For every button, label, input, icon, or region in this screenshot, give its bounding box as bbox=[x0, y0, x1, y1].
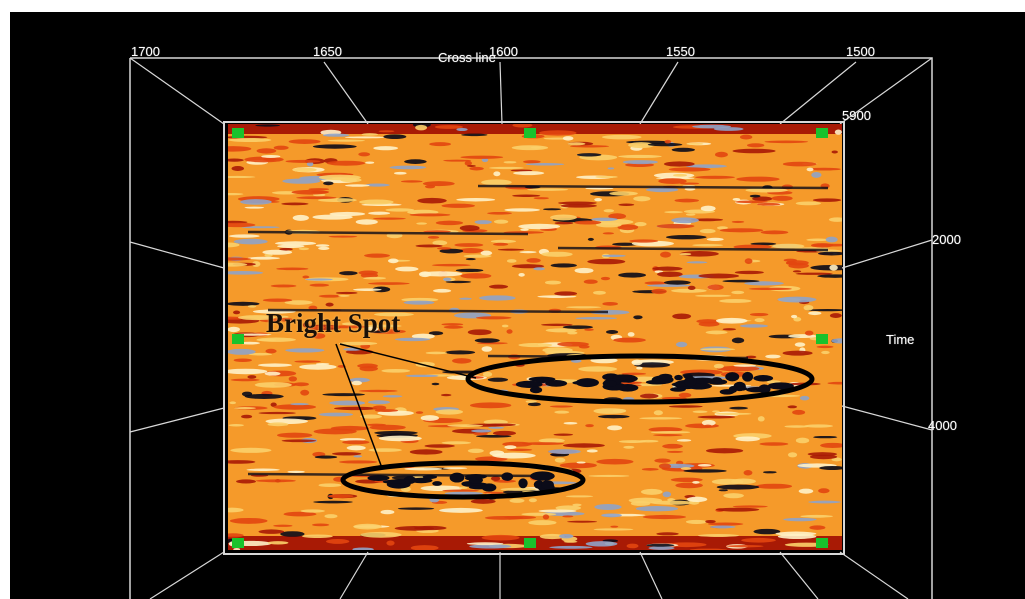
seismic-3d-viewer: Bright Spot 1700 1650 1600 Cross line 15… bbox=[10, 12, 1025, 599]
pointer-line-lower bbox=[335, 343, 383, 469]
resize-handle-bottom-left[interactable] bbox=[232, 538, 244, 548]
resize-handle-top-right[interactable] bbox=[816, 128, 828, 138]
crossline-tick-label: 1700 bbox=[131, 44, 160, 59]
resize-handle-middle-left[interactable] bbox=[232, 334, 244, 344]
resize-handle-bottom-center[interactable] bbox=[524, 538, 536, 548]
bright-spot-ellipse-lower bbox=[340, 460, 586, 500]
resize-handle-middle-right[interactable] bbox=[816, 334, 828, 344]
bright-spot-label: Bright Spot bbox=[266, 308, 401, 338]
time-tick-label: 5900 bbox=[842, 108, 871, 123]
crossline-tick-label: 1600 bbox=[489, 44, 518, 59]
crossline-tick-label: 1650 bbox=[313, 44, 342, 59]
resize-handle-top-center[interactable] bbox=[524, 128, 536, 138]
bounding-box-wireframe bbox=[129, 57, 933, 599]
resize-handle-bottom-right[interactable] bbox=[816, 538, 828, 548]
crossline-tick-label: 1500 bbox=[846, 44, 875, 59]
bright-spot-ellipse-upper bbox=[465, 353, 815, 405]
crossline-tick-label: 1550 bbox=[666, 44, 695, 59]
time-tick-label: 2000 bbox=[932, 232, 961, 247]
bright-spot-annotations bbox=[335, 343, 815, 500]
crossline-axis-title: Cross line bbox=[438, 50, 496, 65]
time-axis-title: Time bbox=[886, 332, 915, 347]
pointer-line-upper bbox=[339, 343, 477, 379]
time-tick-label: 4000 bbox=[928, 418, 957, 433]
resize-handle-top-left[interactable] bbox=[232, 128, 244, 138]
